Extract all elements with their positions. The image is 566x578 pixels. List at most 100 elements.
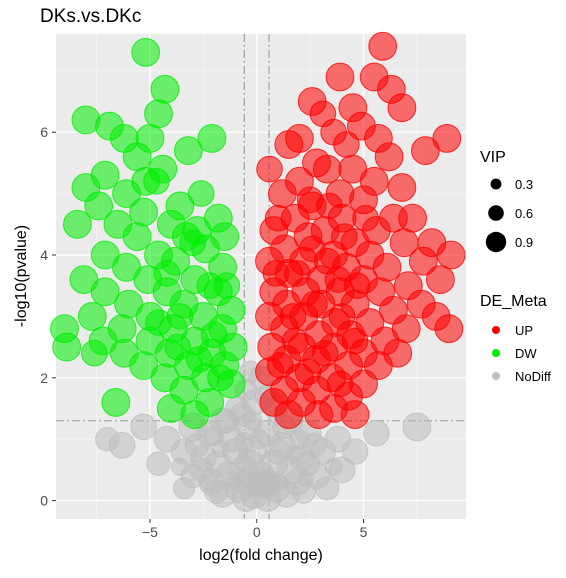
point-up	[408, 246, 438, 276]
x-tick-label: 5	[360, 524, 368, 540]
point-dw	[180, 400, 210, 430]
point-up	[326, 370, 354, 398]
y-tick-label: 6	[40, 124, 48, 140]
point-up	[256, 155, 283, 183]
point-up	[387, 93, 417, 123]
point-dw	[145, 309, 172, 336]
point-nodiff	[171, 457, 189, 476]
point-nodiff	[173, 477, 196, 500]
point-dw	[101, 388, 131, 417]
size-legend-key	[488, 205, 504, 221]
point-up	[434, 314, 464, 344]
point-nodiff	[402, 412, 432, 442]
point-up	[331, 223, 358, 250]
point-dw	[77, 302, 107, 331]
point-up	[352, 204, 379, 232]
point-nodiff	[315, 476, 340, 501]
point-dw	[144, 99, 173, 129]
point-nodiff	[324, 457, 343, 476]
point-dw	[213, 272, 241, 300]
y-tick-label: 2	[40, 370, 48, 386]
point-dw	[112, 179, 141, 209]
point-nodiff	[130, 413, 157, 441]
point-up	[268, 179, 297, 209]
point-up	[274, 130, 304, 159]
point-dw	[150, 74, 180, 104]
point-dw	[197, 123, 227, 153]
point-up	[436, 240, 466, 270]
color-legend-key	[492, 349, 500, 357]
size-legend-key	[485, 231, 507, 253]
point-up	[304, 400, 334, 430]
point-dw	[122, 222, 152, 252]
point-up	[311, 339, 339, 367]
point-up	[262, 260, 290, 287]
point-up	[281, 327, 309, 355]
size-legend-key	[490, 178, 502, 190]
point-dw	[90, 240, 120, 270]
point-nodiff	[184, 433, 210, 458]
point-nodiff	[289, 429, 310, 450]
y-tick-label: 4	[40, 247, 48, 263]
size-legend-label: 0.9	[515, 235, 533, 250]
point-up	[374, 142, 404, 172]
point-dw	[129, 197, 159, 227]
color-legend-label: UP	[515, 323, 533, 338]
x-tick-label: 0	[253, 524, 261, 540]
point-nodiff	[204, 426, 224, 447]
point-nodiff	[259, 469, 280, 490]
point-dw	[164, 333, 191, 361]
point-up	[316, 192, 343, 220]
point-dw	[153, 260, 181, 287]
point-up	[426, 265, 455, 295]
color-legend-key	[492, 326, 500, 334]
point-nodiff	[242, 410, 263, 431]
point-nodiff	[146, 451, 171, 476]
x-tick-label: −5	[142, 524, 158, 540]
point-nodiff	[233, 432, 254, 453]
point-nodiff	[95, 427, 120, 452]
point-nodiff	[341, 438, 369, 465]
point-up	[279, 303, 307, 330]
point-up	[301, 290, 328, 318]
color-legend-title: DE_Meta	[480, 293, 547, 310]
y-axis-label: -log10(pvalue)	[13, 225, 30, 327]
point-up	[341, 327, 369, 355]
point-nodiff	[225, 471, 241, 487]
color-legend-key	[492, 372, 500, 380]
point-nodiff	[199, 474, 216, 491]
point-dw	[63, 209, 92, 239]
point-up	[398, 203, 428, 233]
point-dw	[122, 142, 152, 172]
point-dw	[174, 136, 203, 166]
point-dw	[81, 339, 108, 367]
point-up	[328, 303, 356, 330]
point-up	[368, 31, 398, 61]
data-points	[50, 31, 466, 512]
point-dw	[179, 229, 206, 256]
point-up	[274, 400, 304, 430]
size-legend-title: VIP	[480, 149, 506, 166]
point-dw	[185, 346, 213, 373]
point-up	[312, 154, 342, 184]
point-up	[266, 352, 294, 379]
point-up	[298, 235, 326, 263]
legend: VIP DE_Meta 0.3 0.6 0.9 UP DW NoDiff	[480, 149, 551, 384]
size-legend-items: 0.3 0.6 0.9	[485, 177, 533, 253]
point-dw	[90, 277, 120, 307]
point-up	[324, 266, 352, 293]
color-legend-label: DW	[515, 346, 537, 361]
color-legend-items: UP DW NoDiff	[492, 323, 551, 384]
point-dw	[143, 168, 170, 195]
point-nodiff	[363, 419, 390, 447]
chart-title: DKs.vs.DKc	[40, 6, 141, 27]
point-up	[340, 400, 370, 430]
point-dw	[187, 180, 215, 207]
point-up	[387, 173, 417, 202]
size-legend-label: 0.6	[515, 206, 533, 221]
x-axis-label: log2(fold change)	[199, 547, 323, 564]
point-dw	[131, 38, 161, 67]
point-up	[294, 358, 322, 386]
